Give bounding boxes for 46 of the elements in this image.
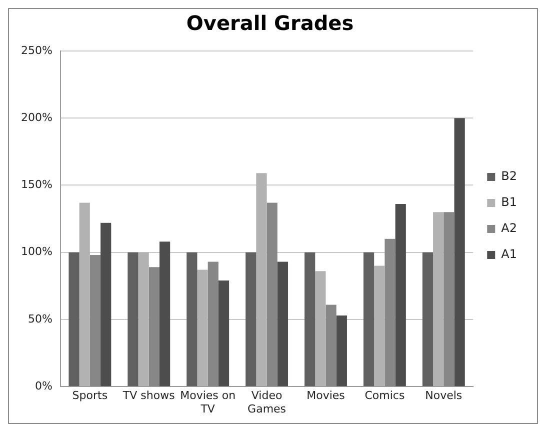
legend-label: B1 xyxy=(501,195,518,210)
bar xyxy=(159,242,170,386)
x-tick-label: Sports xyxy=(72,389,108,402)
bar xyxy=(363,252,374,386)
bar xyxy=(100,222,112,386)
bar xyxy=(79,202,90,386)
chart-title: Overall Grades xyxy=(186,11,354,36)
bar xyxy=(277,262,288,386)
y-tick-label: 200% xyxy=(20,110,52,124)
y-tick-label: 150% xyxy=(20,178,52,192)
bar xyxy=(148,267,160,386)
bar xyxy=(128,252,138,386)
bar xyxy=(336,315,347,386)
bar xyxy=(304,252,316,386)
bar xyxy=(197,270,208,386)
bar xyxy=(384,238,396,386)
bar xyxy=(433,212,444,386)
x-tick-label: Movies on TV xyxy=(180,389,236,416)
bar xyxy=(68,252,80,386)
bar xyxy=(422,252,434,386)
bar xyxy=(218,280,230,386)
bar xyxy=(138,252,149,386)
x-tick-label: Comics xyxy=(364,389,405,402)
bar xyxy=(315,271,326,386)
bar xyxy=(256,173,267,386)
legend-label: A2 xyxy=(501,221,517,236)
bar xyxy=(186,252,198,386)
x-tick-label: TV shows xyxy=(122,389,176,402)
legend-label: A1 xyxy=(501,247,517,262)
y-tick-label: 0% xyxy=(34,379,52,392)
x-tick-label: Novels xyxy=(425,389,462,402)
bar xyxy=(444,212,454,386)
y-tick-label: 50% xyxy=(28,312,52,326)
bar xyxy=(246,252,256,386)
bar xyxy=(454,118,465,386)
legend-label: B2 xyxy=(501,169,518,184)
y-tick-label: 100% xyxy=(20,245,52,258)
bar xyxy=(326,304,336,386)
bar xyxy=(266,202,278,386)
bar xyxy=(208,262,218,386)
bar xyxy=(395,204,406,386)
x-tick-label: Video Games xyxy=(248,389,286,416)
x-tick-label: Movies xyxy=(306,389,346,402)
bar xyxy=(374,266,385,386)
bar xyxy=(90,255,101,386)
y-tick-label: 250% xyxy=(20,44,52,57)
